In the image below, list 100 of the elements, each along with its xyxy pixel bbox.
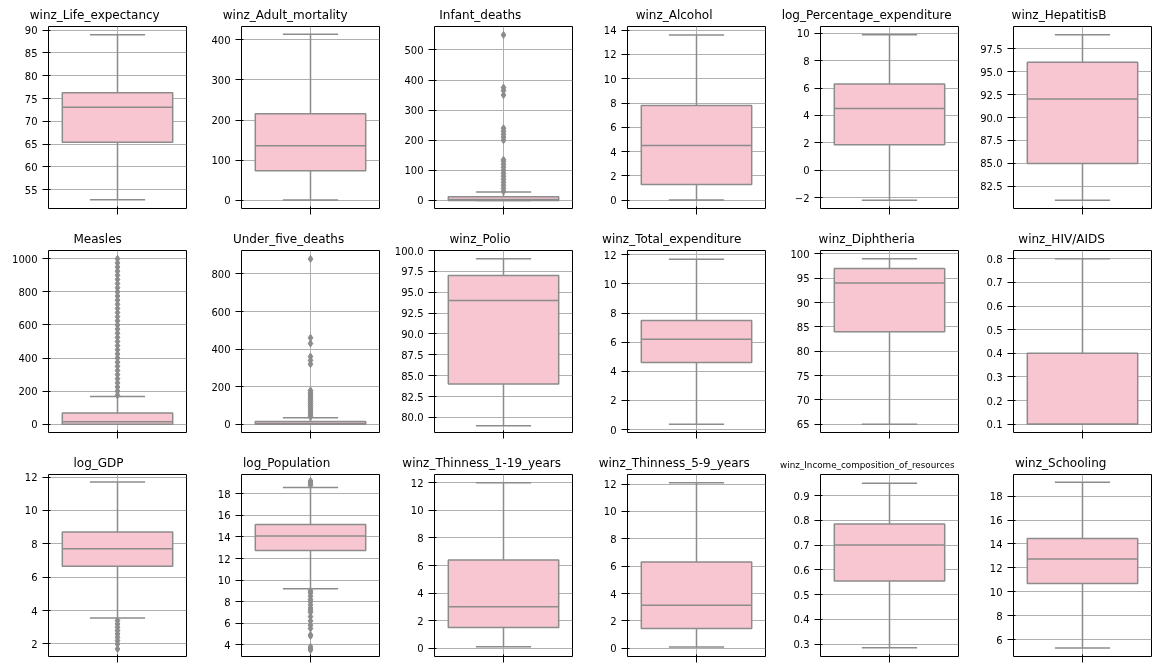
chart-title: Infant_deaths [439, 7, 522, 22]
chart-title: log_Percentage_expenditure [781, 7, 952, 22]
y-tick-label: 0.8 [793, 515, 810, 527]
chart-title: Measles [73, 231, 122, 246]
y-tick-label: 6 [610, 561, 617, 573]
y-tick-label: 12 [217, 553, 231, 565]
chart-title: winz_HepatitisB [1011, 7, 1107, 22]
y-tick-label: 6 [803, 83, 810, 95]
y-tick-label: −2 [794, 192, 810, 204]
y-tick-label: 10 [989, 586, 1003, 598]
y-tick-label: 100 [790, 248, 810, 260]
y-tick-label: 10 [24, 505, 38, 517]
y-tick-label: 0.5 [793, 589, 810, 601]
y-tick-label: 2 [610, 615, 617, 627]
chart-title: winz_Adult_mortality [222, 7, 348, 22]
y-tick-label: 90 [24, 25, 38, 37]
y-tick-label: 80.0 [401, 412, 424, 424]
y-tick-label: 14 [989, 538, 1003, 550]
y-tick-label: 70 [24, 116, 38, 128]
y-tick-label: 0.2 [986, 395, 1003, 407]
y-tick-label: 2 [610, 395, 617, 407]
y-tick-label: 0.6 [793, 564, 810, 576]
y-tick-label: 80 [24, 70, 38, 82]
y-tick-label: 400 [18, 353, 38, 365]
y-tick-label: 1000 [12, 253, 38, 265]
y-tick-label: 0.9 [793, 490, 810, 502]
y-tick-label: 75 [796, 370, 810, 382]
y-tick-label: 97.5 [980, 43, 1003, 55]
y-tick-label: 65 [796, 419, 810, 431]
y-tick-label: 92.5 [980, 89, 1003, 101]
chart-title: winz_Diphtheria [818, 231, 915, 246]
y-tick-label: 0 [417, 195, 424, 207]
y-tick-label: 0 [224, 195, 231, 207]
y-tick-label: 82.5 [401, 391, 424, 403]
y-tick-label: 600 [18, 319, 38, 331]
y-tick-label: 0 [224, 419, 231, 431]
chart-title: Under_five_deaths [232, 231, 345, 246]
y-tick-label: 85 [24, 47, 38, 59]
y-tick-label: 0.4 [986, 348, 1003, 360]
y-tick-label: 200 [18, 386, 38, 398]
y-tick-label: 12 [410, 477, 424, 489]
y-tick-label: 6 [610, 337, 617, 349]
y-tick-label: 6 [417, 560, 424, 572]
chart-title: winz_HIV/AIDS [1018, 231, 1105, 246]
y-tick-label: 100.0 [394, 245, 424, 257]
y-tick-label: 12 [989, 562, 1003, 574]
y-tick-label: 2 [610, 170, 617, 182]
y-tick-label: 0.3 [986, 371, 1003, 383]
y-tick-label: 100 [404, 165, 424, 177]
y-tick-label: 18 [989, 491, 1003, 503]
y-tick-label: 10 [603, 73, 617, 85]
y-tick-label: 8 [996, 610, 1003, 622]
chart-title: winz_Thinness_5-9_years [598, 455, 750, 470]
y-tick-label: 6 [31, 572, 38, 584]
y-tick-label: 12 [24, 472, 38, 483]
y-tick-label: 6 [610, 122, 617, 134]
chart-title: winz_Schooling [1014, 455, 1107, 470]
y-tick-label: 80 [796, 346, 810, 358]
y-tick-label: 8 [417, 532, 424, 544]
chart-title: winz_Life_expectancy [29, 7, 160, 22]
y-tick-label: 10 [410, 505, 424, 517]
chart-title: winz_Thinness_1-19_years [402, 455, 562, 470]
y-tick-label: 600 [211, 306, 231, 318]
y-tick-label: 2 [803, 137, 810, 149]
y-tick-label: 75 [24, 93, 38, 105]
y-tick-label: 2 [417, 615, 424, 627]
y-tick-label: 55 [24, 184, 38, 196]
y-tick-label: 92.5 [401, 308, 424, 320]
y-tick-label: 4 [31, 605, 38, 617]
y-tick-label: 16 [217, 510, 231, 522]
y-tick-label: 0.5 [986, 324, 1003, 336]
y-tick-label: 200 [404, 135, 424, 147]
y-tick-label: 12 [603, 49, 617, 61]
y-tick-label: 8 [610, 308, 617, 320]
y-tick-label: 0 [803, 165, 810, 177]
y-tick-label: 800 [18, 286, 38, 298]
y-tick-label: 12 [603, 249, 617, 261]
y-tick-label: 90.0 [980, 112, 1003, 124]
y-tick-label: 4 [803, 110, 810, 122]
y-tick-label: 10 [217, 575, 231, 587]
y-tick-label: 0.4 [793, 614, 810, 626]
y-tick-label: 82.5 [980, 181, 1003, 193]
y-tick-label: 95.0 [401, 287, 424, 299]
y-tick-label: 14 [217, 531, 231, 543]
y-tick-label: 0.7 [986, 277, 1003, 289]
y-tick-label: 400 [404, 75, 424, 87]
y-tick-label: 200 [211, 115, 231, 127]
chart-title: winz_Total_expenditure [602, 231, 742, 246]
y-tick-label: 4 [610, 146, 617, 158]
y-tick-label: 60 [24, 161, 38, 173]
y-tick-label: 0.7 [793, 540, 810, 552]
y-tick-label: 70 [796, 394, 810, 406]
y-tick-label: 6 [996, 634, 1003, 646]
y-tick-label: 800 [211, 268, 231, 280]
y-tick-label: 2 [31, 638, 38, 650]
y-tick-label: 85.0 [980, 158, 1003, 170]
y-tick-label: 4 [417, 588, 424, 600]
y-tick-label: 18 [217, 488, 231, 500]
y-tick-label: 0 [610, 424, 617, 436]
y-tick-label: 95.0 [980, 66, 1003, 78]
